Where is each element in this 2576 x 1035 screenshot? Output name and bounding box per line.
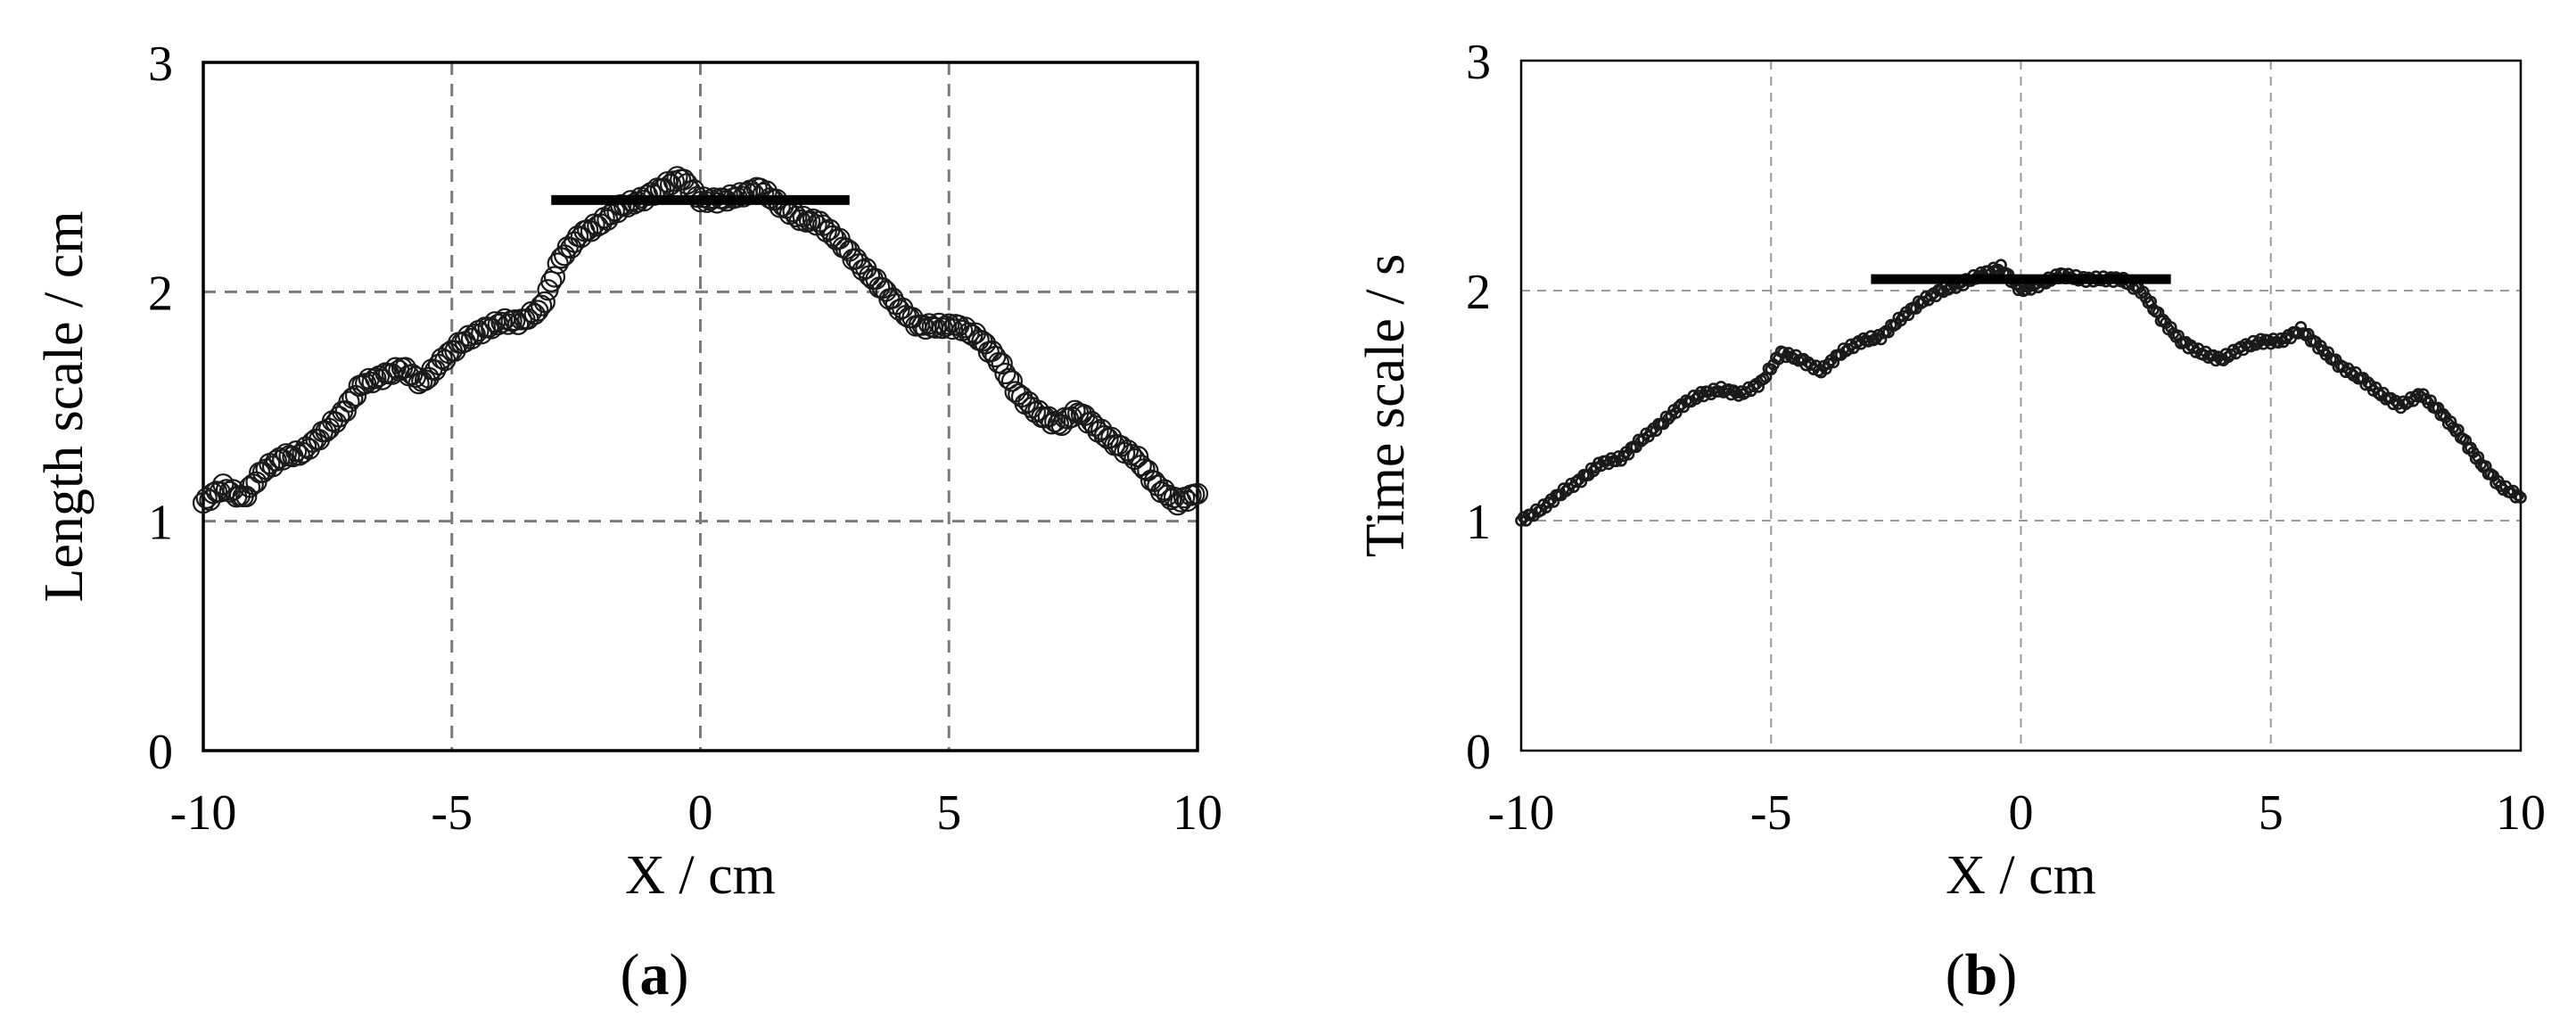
data-point [994,362,1016,385]
data-point [786,205,808,227]
data-point [365,367,387,390]
data-point [530,294,553,316]
x-tick-label: 5 [936,785,961,841]
x-tick-label: 0 [2009,785,2034,841]
data-point [218,481,241,503]
panel-label-b: (b) [1946,942,2018,1007]
panel-b-chart: -10 -5 0 5 10 0 1 2 3 X / cm Time scale / s [1355,35,2546,906]
data-point [2372,387,2385,399]
x-tick-label: -10 [1488,785,1555,841]
x-tick-label: 10 [2496,785,2546,841]
x-tick-label: -5 [1750,785,1792,841]
y-tick-label: 1 [148,496,173,551]
data-point [328,406,350,428]
data-point [1000,370,1024,392]
data-point [1160,488,1182,511]
y-tick-label: 1 [1466,495,1491,550]
data-point [238,476,261,498]
y-axis-title: Length scale / cm [34,211,95,603]
y-tick-label: 3 [148,37,173,92]
x-tick-label: -10 [170,785,237,841]
x-tick-label: 10 [1173,785,1222,841]
data-point [338,390,360,413]
data-point [1126,445,1149,468]
data-point [659,174,682,196]
data-point [334,400,357,423]
data-point [2137,285,2150,299]
x-tick-label: 5 [2259,785,2284,841]
y-tick-label: 3 [1466,35,1491,90]
data-point [2514,491,2527,505]
data-point [355,373,377,395]
y-axis-title: Time scale / s [1355,254,1416,557]
data-point [991,352,1013,374]
data-point [1569,475,1583,489]
data-point [506,313,530,335]
data-point [1186,482,1209,505]
data-point [2509,491,2523,504]
data-point [547,252,569,275]
panel-label-a: (a) [621,942,689,1007]
data-point [2512,489,2524,502]
y-tick-label: 2 [148,266,173,321]
y-tick-label: 0 [148,725,173,780]
x-tick-label: 0 [688,785,713,841]
data-point [2344,366,2358,380]
data-point [1924,289,1938,302]
data-point [998,367,1020,390]
data-point [1747,380,1760,393]
data-point [1130,454,1152,477]
data-point [2444,415,2457,428]
y-tick-label: 2 [1466,265,1491,320]
plot-frame [1519,59,2523,752]
x-axis-title: X / cm [1946,845,2096,906]
data-point [460,327,483,350]
data-point [212,473,235,496]
data-point [1137,459,1159,482]
data-point [1672,400,1685,414]
plot-frame [202,61,1199,752]
x-tick-label: -5 [431,785,473,841]
data-point [1024,401,1047,423]
data-point [235,485,258,508]
data-point [1041,413,1063,435]
data-point [938,313,960,335]
data-point [2472,450,2485,464]
y-tick-label: 0 [1466,725,1491,780]
data-point [358,367,380,390]
data-point [533,291,556,313]
data-point [2164,321,2177,333]
data-point [954,316,976,339]
data-point [1670,407,1683,419]
x-axis-title: X / cm [625,845,776,906]
data-point [543,266,566,288]
panel-a-chart: -10 -5 0 5 10 0 1 2 3 X / cm Length scale / cm [34,37,1222,906]
